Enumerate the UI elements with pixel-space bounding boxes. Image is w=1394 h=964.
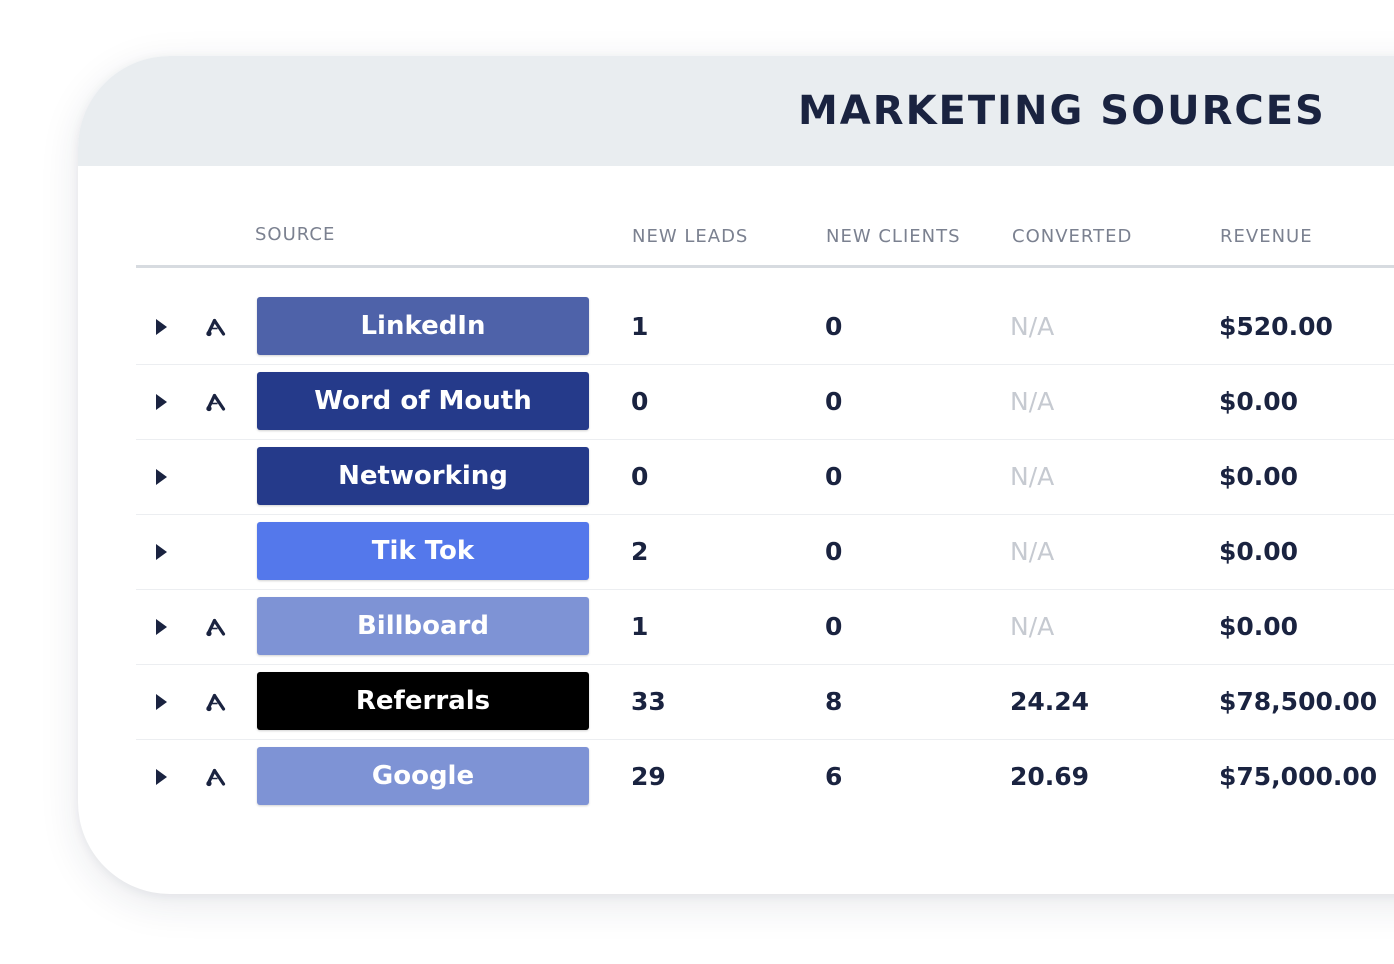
table-row: Google 29 6 20.69 $75,000.00 — [136, 740, 1394, 815]
row-divider — [136, 439, 1394, 440]
google-ads-icon — [204, 615, 228, 639]
revenue-value: $0.00 — [1219, 612, 1299, 641]
converted-value: 24.24 — [1010, 687, 1090, 716]
google-ads-icon — [204, 390, 228, 414]
new-clients-value: 0 — [825, 312, 843, 341]
source-label[interactable]: LinkedIn — [257, 297, 589, 355]
new-clients-value: 6 — [825, 762, 843, 791]
revenue-value: $0.00 — [1219, 387, 1299, 416]
table-row: Tik Tok 2 0 N/A $0.00 — [136, 515, 1394, 590]
expand-row-icon[interactable] — [156, 469, 167, 485]
converted-value: N/A — [1010, 462, 1055, 491]
revenue-value: $520.00 — [1219, 312, 1333, 341]
expand-row-icon[interactable] — [156, 394, 167, 410]
column-header-new-clients[interactable]: NEW CLIENTS — [826, 226, 961, 247]
new-clients-value: 0 — [825, 612, 843, 641]
revenue-value: $78,500.00 — [1219, 687, 1378, 716]
source-label[interactable]: Referrals — [257, 672, 589, 730]
column-header-source[interactable]: SOURCE — [255, 224, 336, 245]
new-clients-value: 0 — [825, 537, 843, 566]
new-clients-value: 8 — [825, 687, 843, 716]
google-ads-icon — [204, 315, 228, 339]
revenue-value: $75,000.00 — [1219, 762, 1378, 791]
row-divider — [136, 739, 1394, 740]
expand-row-icon[interactable] — [156, 544, 167, 560]
new-leads-value: 33 — [631, 687, 666, 716]
new-leads-value: 1 — [631, 612, 649, 641]
row-divider — [136, 364, 1394, 365]
row-divider — [136, 514, 1394, 515]
header-divider — [136, 265, 1394, 268]
revenue-value: $0.00 — [1219, 462, 1299, 491]
row-divider — [136, 664, 1394, 665]
column-header-converted[interactable]: CONVERTED — [1012, 226, 1133, 247]
table-row: Billboard 1 0 N/A $0.00 — [136, 590, 1394, 665]
converted-value: N/A — [1010, 387, 1055, 416]
converted-value: N/A — [1010, 537, 1055, 566]
row-divider — [136, 589, 1394, 590]
converted-value: N/A — [1010, 612, 1055, 641]
table-row: Networking 0 0 N/A $0.00 — [136, 440, 1394, 515]
table-row: Word of Mouth 0 0 N/A $0.00 — [136, 365, 1394, 440]
converted-value: N/A — [1010, 312, 1055, 341]
expand-row-icon[interactable] — [156, 319, 167, 335]
new-leads-value: 0 — [631, 462, 649, 491]
column-header-revenue[interactable]: REVENUE — [1220, 226, 1313, 247]
source-label[interactable]: Tik Tok — [257, 522, 589, 580]
new-leads-value: 2 — [631, 537, 649, 566]
revenue-value: $0.00 — [1219, 537, 1299, 566]
google-ads-icon — [204, 765, 228, 789]
column-header-new-leads[interactable]: NEW LEADS — [632, 226, 749, 247]
new-leads-value: 0 — [631, 387, 649, 416]
page-title: MARKETING SOURCES — [798, 88, 1326, 134]
table-row: LinkedIn 1 0 N/A $520.00 — [136, 290, 1394, 365]
new-clients-value: 0 — [825, 387, 843, 416]
source-label[interactable]: Billboard — [257, 597, 589, 655]
expand-row-icon[interactable] — [156, 694, 167, 710]
converted-value: 20.69 — [1010, 762, 1090, 791]
card-header: MARKETING SOURCES — [78, 56, 1394, 166]
google-ads-icon — [204, 690, 228, 714]
marketing-sources-card: MARKETING SOURCES SOURCE NEW LEADS NEW C… — [78, 56, 1394, 894]
source-label[interactable]: Google — [257, 747, 589, 805]
new-leads-value: 1 — [631, 312, 649, 341]
new-leads-value: 29 — [631, 762, 666, 791]
source-label[interactable]: Networking — [257, 447, 589, 505]
expand-row-icon[interactable] — [156, 769, 167, 785]
table-row: Referrals 33 8 24.24 $78,500.00 — [136, 665, 1394, 740]
source-label[interactable]: Word of Mouth — [257, 372, 589, 430]
expand-row-icon[interactable] — [156, 619, 167, 635]
new-clients-value: 0 — [825, 462, 843, 491]
